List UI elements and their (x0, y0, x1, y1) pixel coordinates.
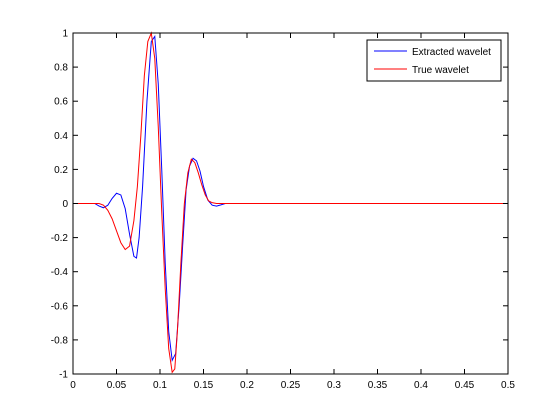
x-tick-label: 0.5 (501, 380, 515, 391)
series-line-extracted-wavelet (94, 34, 247, 363)
x-tick-label: 0 (70, 380, 76, 391)
y-tick-label: -0.2 (51, 233, 69, 244)
y-tick-label: 0.4 (54, 131, 68, 142)
y-tick-label: -1 (59, 370, 68, 381)
y-tick-label: -0.6 (51, 301, 69, 312)
x-tick-label: 0.05 (107, 380, 127, 391)
x-tick-label: 0.35 (368, 380, 388, 391)
y-tick-label: 0.2 (54, 165, 68, 176)
x-tick-label: 0.15 (194, 380, 214, 391)
legend: Extracted wavelet True wavelet (366, 39, 502, 82)
series-line-true-wavelet (73, 31, 508, 374)
x-tick-label: 0.45 (455, 380, 475, 391)
y-tick-label: -0.4 (51, 267, 69, 278)
legend-label: True wavelet (412, 65, 469, 76)
x-tick-label: 0.3 (327, 380, 341, 391)
x-tick-label: 0.2 (240, 380, 254, 391)
y-tick-label: 0 (62, 199, 68, 210)
legend-label: Extracted wavelet (412, 47, 491, 58)
y-tick-label: 0.8 (54, 63, 68, 74)
x-tick-label: 0.4 (414, 380, 428, 391)
legend-box (366, 39, 502, 82)
tick-layer: 0 0.05 0.1 0.15 0.2 0.25 0.3 0.35 0.4 0.45 0.5 -1 -0… (51, 29, 516, 392)
x-tick-label: 0.25 (281, 380, 301, 391)
y-tick-label: -0.8 (51, 335, 69, 346)
x-tick-label: 0.1 (153, 380, 167, 391)
series-layer (73, 31, 508, 374)
y-tick-label: 0.6 (54, 97, 68, 108)
y-tick-label: 1 (62, 29, 68, 40)
